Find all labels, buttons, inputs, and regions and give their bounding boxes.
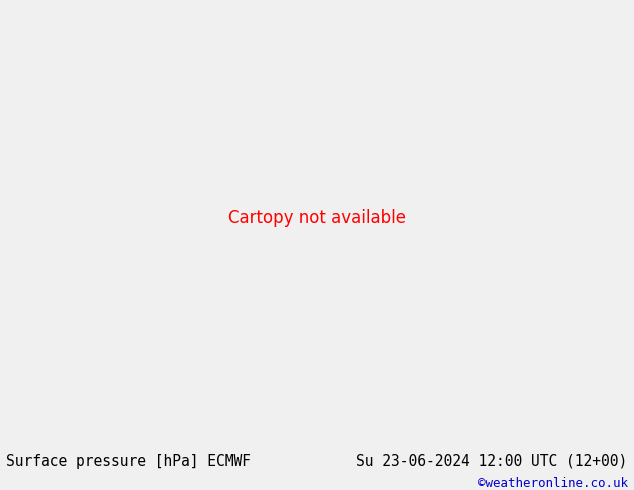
Text: Surface pressure [hPa] ECMWF: Surface pressure [hPa] ECMWF xyxy=(6,454,251,469)
Text: Su 23-06-2024 12:00 UTC (12+00): Su 23-06-2024 12:00 UTC (12+00) xyxy=(356,454,628,469)
Text: ©weatheronline.co.uk: ©weatheronline.co.uk xyxy=(477,477,628,490)
Text: Cartopy not available: Cartopy not available xyxy=(228,209,406,227)
